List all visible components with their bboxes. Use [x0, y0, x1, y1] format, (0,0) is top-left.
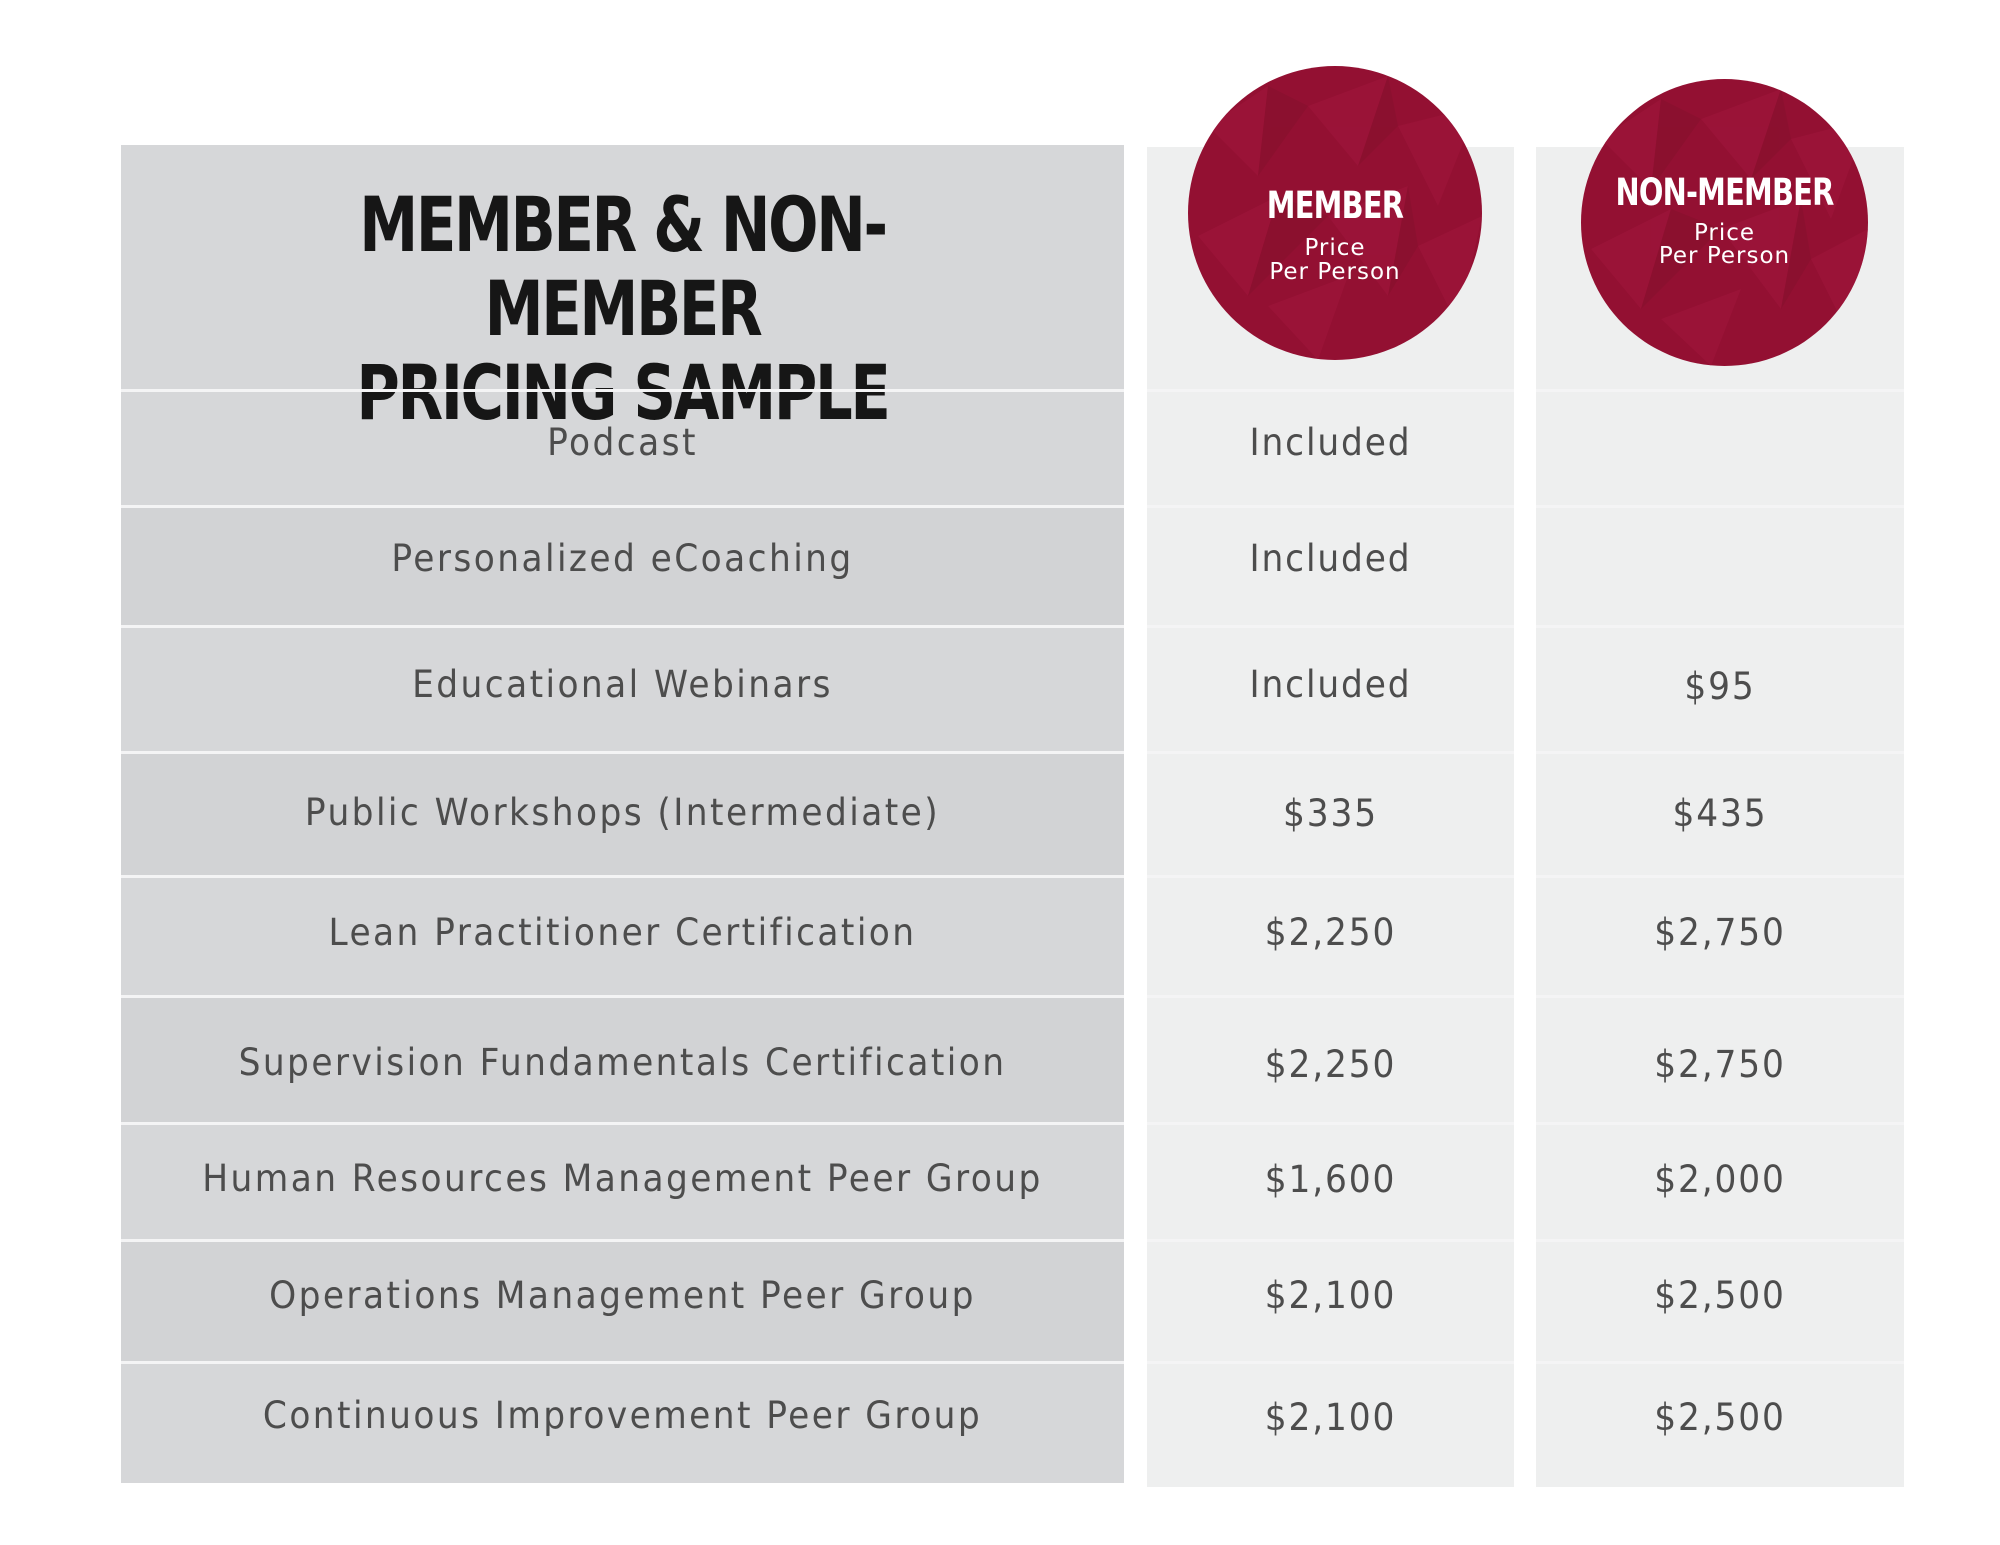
row-divider — [1536, 875, 1904, 878]
row-label: Podcast — [547, 421, 698, 465]
member-price: $335 — [1282, 792, 1379, 836]
member-price: Included — [1249, 537, 1412, 581]
row-divider — [121, 995, 1124, 998]
row-divider — [1536, 1239, 1904, 1242]
row-divider — [1536, 995, 1904, 998]
member-badge-sub-1: Price — [1304, 235, 1366, 261]
row-divider — [1147, 751, 1514, 754]
nonmember-price-column: $95 $435 $2,750 $2,750 $2,000 $2,500 $2,500 — [1536, 147, 1904, 1487]
title-line-2: PRICING SAMPLE — [356, 348, 890, 437]
row-divider — [1147, 1239, 1514, 1242]
row-label: Lean Practitioner Certification — [328, 911, 917, 955]
row-label: Operations Management Peer Group — [269, 1274, 976, 1318]
row-divider — [1536, 389, 1904, 392]
nonmember-price: $95 — [1684, 665, 1756, 709]
row-divider — [1147, 995, 1514, 998]
row-divider — [1147, 625, 1514, 628]
nonmember-price: $2,000 — [1654, 1158, 1786, 1202]
row-band — [121, 996, 1124, 1123]
page-title: MEMBER & NON-MEMBER PRICING SAMPLE — [231, 183, 1013, 435]
row-band — [121, 506, 1124, 626]
member-badge-sub-2: Per Person — [1269, 259, 1401, 285]
nonmember-price: $2,750 — [1654, 1043, 1786, 1087]
feature-column: MEMBER & NON-MEMBER PRICING SAMPLE Podca… — [121, 145, 1124, 1483]
nonmember-badge: NON-MEMBER Price Per Person — [1581, 79, 1868, 366]
row-divider — [1147, 389, 1514, 392]
member-price: $2,100 — [1264, 1274, 1397, 1318]
nonmember-badge-sub-2: Per Person — [1658, 243, 1791, 269]
nonmember-price: $2,500 — [1654, 1396, 1786, 1440]
row-divider — [121, 389, 1124, 392]
title-line-1: MEMBER & NON-MEMBER — [359, 180, 888, 353]
row-divider — [1147, 1122, 1514, 1125]
member-price: $2,250 — [1264, 1043, 1397, 1087]
badge-pattern-icon — [1198, 76, 1482, 360]
row-divider — [121, 505, 1124, 508]
nonmember-badge-title: NON-MEMBER — [1615, 171, 1834, 214]
row-divider — [1536, 1122, 1904, 1125]
row-divider — [121, 751, 1124, 754]
member-badge-title: MEMBER — [1266, 184, 1404, 227]
row-label: Continuous Improvement Peer Group — [262, 1394, 983, 1438]
row-divider — [121, 875, 1124, 878]
row-divider — [1147, 1361, 1514, 1364]
member-price: $2,100 — [1264, 1396, 1397, 1440]
nonmember-price: $435 — [1672, 792, 1768, 836]
row-band — [121, 1240, 1124, 1362]
member-price: Included — [1249, 663, 1412, 707]
row-divider — [121, 1239, 1124, 1242]
row-label: Human Resources Management Peer Group — [202, 1157, 1043, 1201]
row-divider — [121, 1122, 1124, 1125]
row-label: Educational Webinars — [412, 663, 833, 707]
member-badge: MEMBER Price Per Person — [1188, 66, 1482, 360]
member-price-column: Included Included Included $335 $2,250 $2,250… — [1147, 147, 1514, 1487]
row-label: Personalized eCoaching — [391, 537, 854, 581]
row-label: Supervision Fundamentals Certification — [238, 1041, 1007, 1085]
badge-pattern-icon — [1591, 89, 1868, 366]
row-divider — [121, 1361, 1124, 1364]
row-divider — [1536, 1361, 1904, 1364]
row-divider — [1536, 505, 1904, 508]
row-label: Public Workshops (Intermediate) — [304, 791, 941, 835]
nonmember-price: $2,500 — [1654, 1274, 1786, 1318]
member-price: $1,600 — [1264, 1158, 1397, 1202]
row-band — [121, 752, 1124, 876]
nonmember-badge-sub-1: Price — [1693, 220, 1756, 246]
member-price: $2,250 — [1264, 911, 1397, 955]
row-divider — [1147, 875, 1514, 878]
row-divider — [1147, 505, 1514, 508]
member-price: Included — [1249, 421, 1412, 465]
row-divider — [1536, 751, 1904, 754]
row-divider — [121, 625, 1124, 628]
row-divider — [1536, 625, 1904, 628]
nonmember-price: $2,750 — [1654, 911, 1786, 955]
